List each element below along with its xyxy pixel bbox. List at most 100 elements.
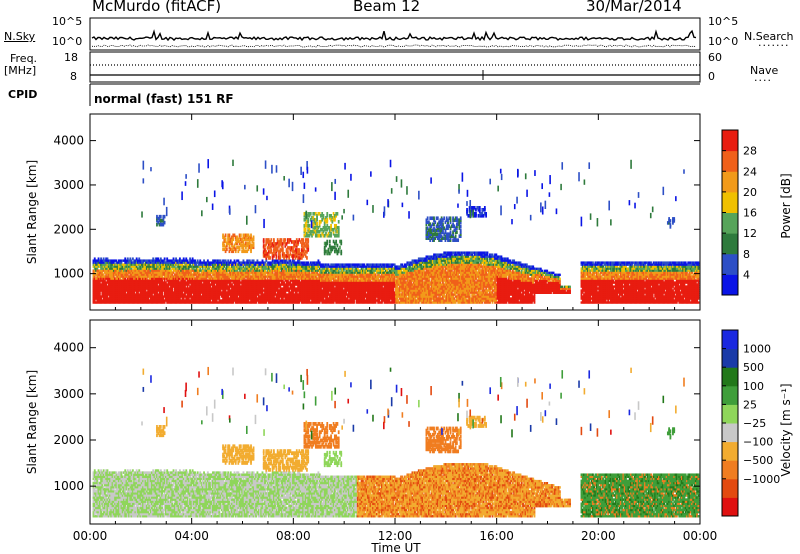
power-cell: [148, 301, 151, 304]
power-cell: [167, 271, 170, 274]
power-cell: [162, 259, 165, 262]
power-cell: [177, 297, 180, 300]
power-cell: [158, 267, 161, 270]
power-cell: [116, 267, 119, 270]
power-cell: [147, 267, 150, 270]
power-cell: [190, 293, 193, 296]
power-cell: [130, 293, 133, 296]
power-cell: [199, 273, 202, 276]
power-cell: [166, 285, 169, 288]
power-cell: [93, 259, 96, 262]
power-cell: [201, 295, 204, 298]
power-cell: [247, 283, 250, 286]
power-cell: [175, 297, 178, 300]
power-cell: [223, 261, 226, 264]
power-cell: [238, 291, 241, 294]
power-cell: [223, 269, 226, 272]
power-cell: [159, 289, 162, 292]
power-cell: [106, 273, 109, 276]
power-cell: [142, 259, 144, 262]
power-cell: [222, 275, 225, 278]
power-cell: [149, 267, 152, 270]
power-cell: [219, 259, 222, 262]
power-cell: [208, 285, 211, 288]
power-cell: [252, 289, 255, 292]
power-cell: [102, 261, 105, 264]
power-cell: [131, 279, 134, 282]
power-cell: [131, 277, 134, 280]
power-cell: [209, 269, 212, 272]
power-cell: [185, 277, 188, 280]
power-cell: [151, 295, 153, 298]
power-cell: [238, 285, 241, 288]
power-cell: [101, 261, 104, 264]
power-cell: [98, 273, 101, 276]
power-cell: [251, 287, 254, 290]
power-cell: [212, 285, 214, 288]
power-cell: [227, 269, 230, 272]
power-cell: [228, 293, 231, 296]
power-cell: [192, 271, 195, 274]
power-cell: [203, 293, 205, 296]
power-cell: [178, 285, 181, 288]
power-cell: [192, 289, 195, 292]
power-cell: [151, 297, 153, 300]
power-cell: [115, 281, 118, 284]
power-cell: [246, 297, 249, 300]
power-cell: [236, 275, 239, 278]
power-cell: [92, 263, 95, 266]
power-cell: [170, 291, 172, 294]
power-cell: [231, 301, 233, 304]
power-cell: [181, 291, 184, 294]
power-cell: [161, 285, 164, 288]
power-cell: [192, 281, 195, 284]
power-cell: [236, 259, 239, 262]
power-cell: [212, 277, 214, 280]
power-cell: [148, 279, 151, 282]
power-cell: [228, 291, 231, 294]
power-cell: [130, 269, 133, 272]
power-cell: [224, 295, 227, 298]
power-cell: [220, 291, 223, 294]
power-cell: [111, 283, 114, 286]
power-cell: [157, 265, 160, 268]
power-cell: [185, 275, 188, 278]
power-cell: [140, 291, 143, 294]
power-cell: [142, 297, 144, 300]
power-cell: [111, 301, 114, 304]
power-cell: [194, 273, 197, 276]
power-cell: [152, 271, 155, 274]
power-cell: [191, 289, 194, 292]
power-cell: [159, 295, 162, 298]
power-cell: [153, 295, 156, 298]
power-cell: [120, 275, 123, 278]
power-cell: [198, 295, 200, 298]
power-cell: [252, 291, 255, 294]
power-cell: [222, 259, 225, 262]
power-cell: [142, 263, 144, 266]
power-cell: [172, 279, 175, 282]
power-cell: [203, 277, 205, 280]
power-cell: [214, 295, 217, 298]
power-cell: [151, 287, 153, 290]
power-cell: [157, 293, 160, 296]
power-cell: [201, 267, 204, 270]
power-cell: [231, 299, 233, 302]
power-cell: [218, 295, 221, 298]
power-cell: [168, 301, 171, 304]
power-cell: [247, 259, 250, 262]
power-cell: [128, 261, 130, 264]
power-cell: [162, 289, 165, 292]
power-cell: [139, 295, 142, 298]
power-cell: [156, 269, 158, 272]
power-cell: [158, 301, 161, 304]
power-cell: [138, 285, 141, 288]
power-cell: [142, 285, 144, 288]
power-cell: [176, 297, 179, 300]
power-cell: [227, 281, 230, 284]
power-cell: [225, 267, 228, 270]
power-cell: [191, 279, 194, 282]
power-cell: [133, 287, 136, 290]
date-title: 30/Mar/2014: [586, 0, 682, 15]
power-cell: [248, 281, 251, 284]
